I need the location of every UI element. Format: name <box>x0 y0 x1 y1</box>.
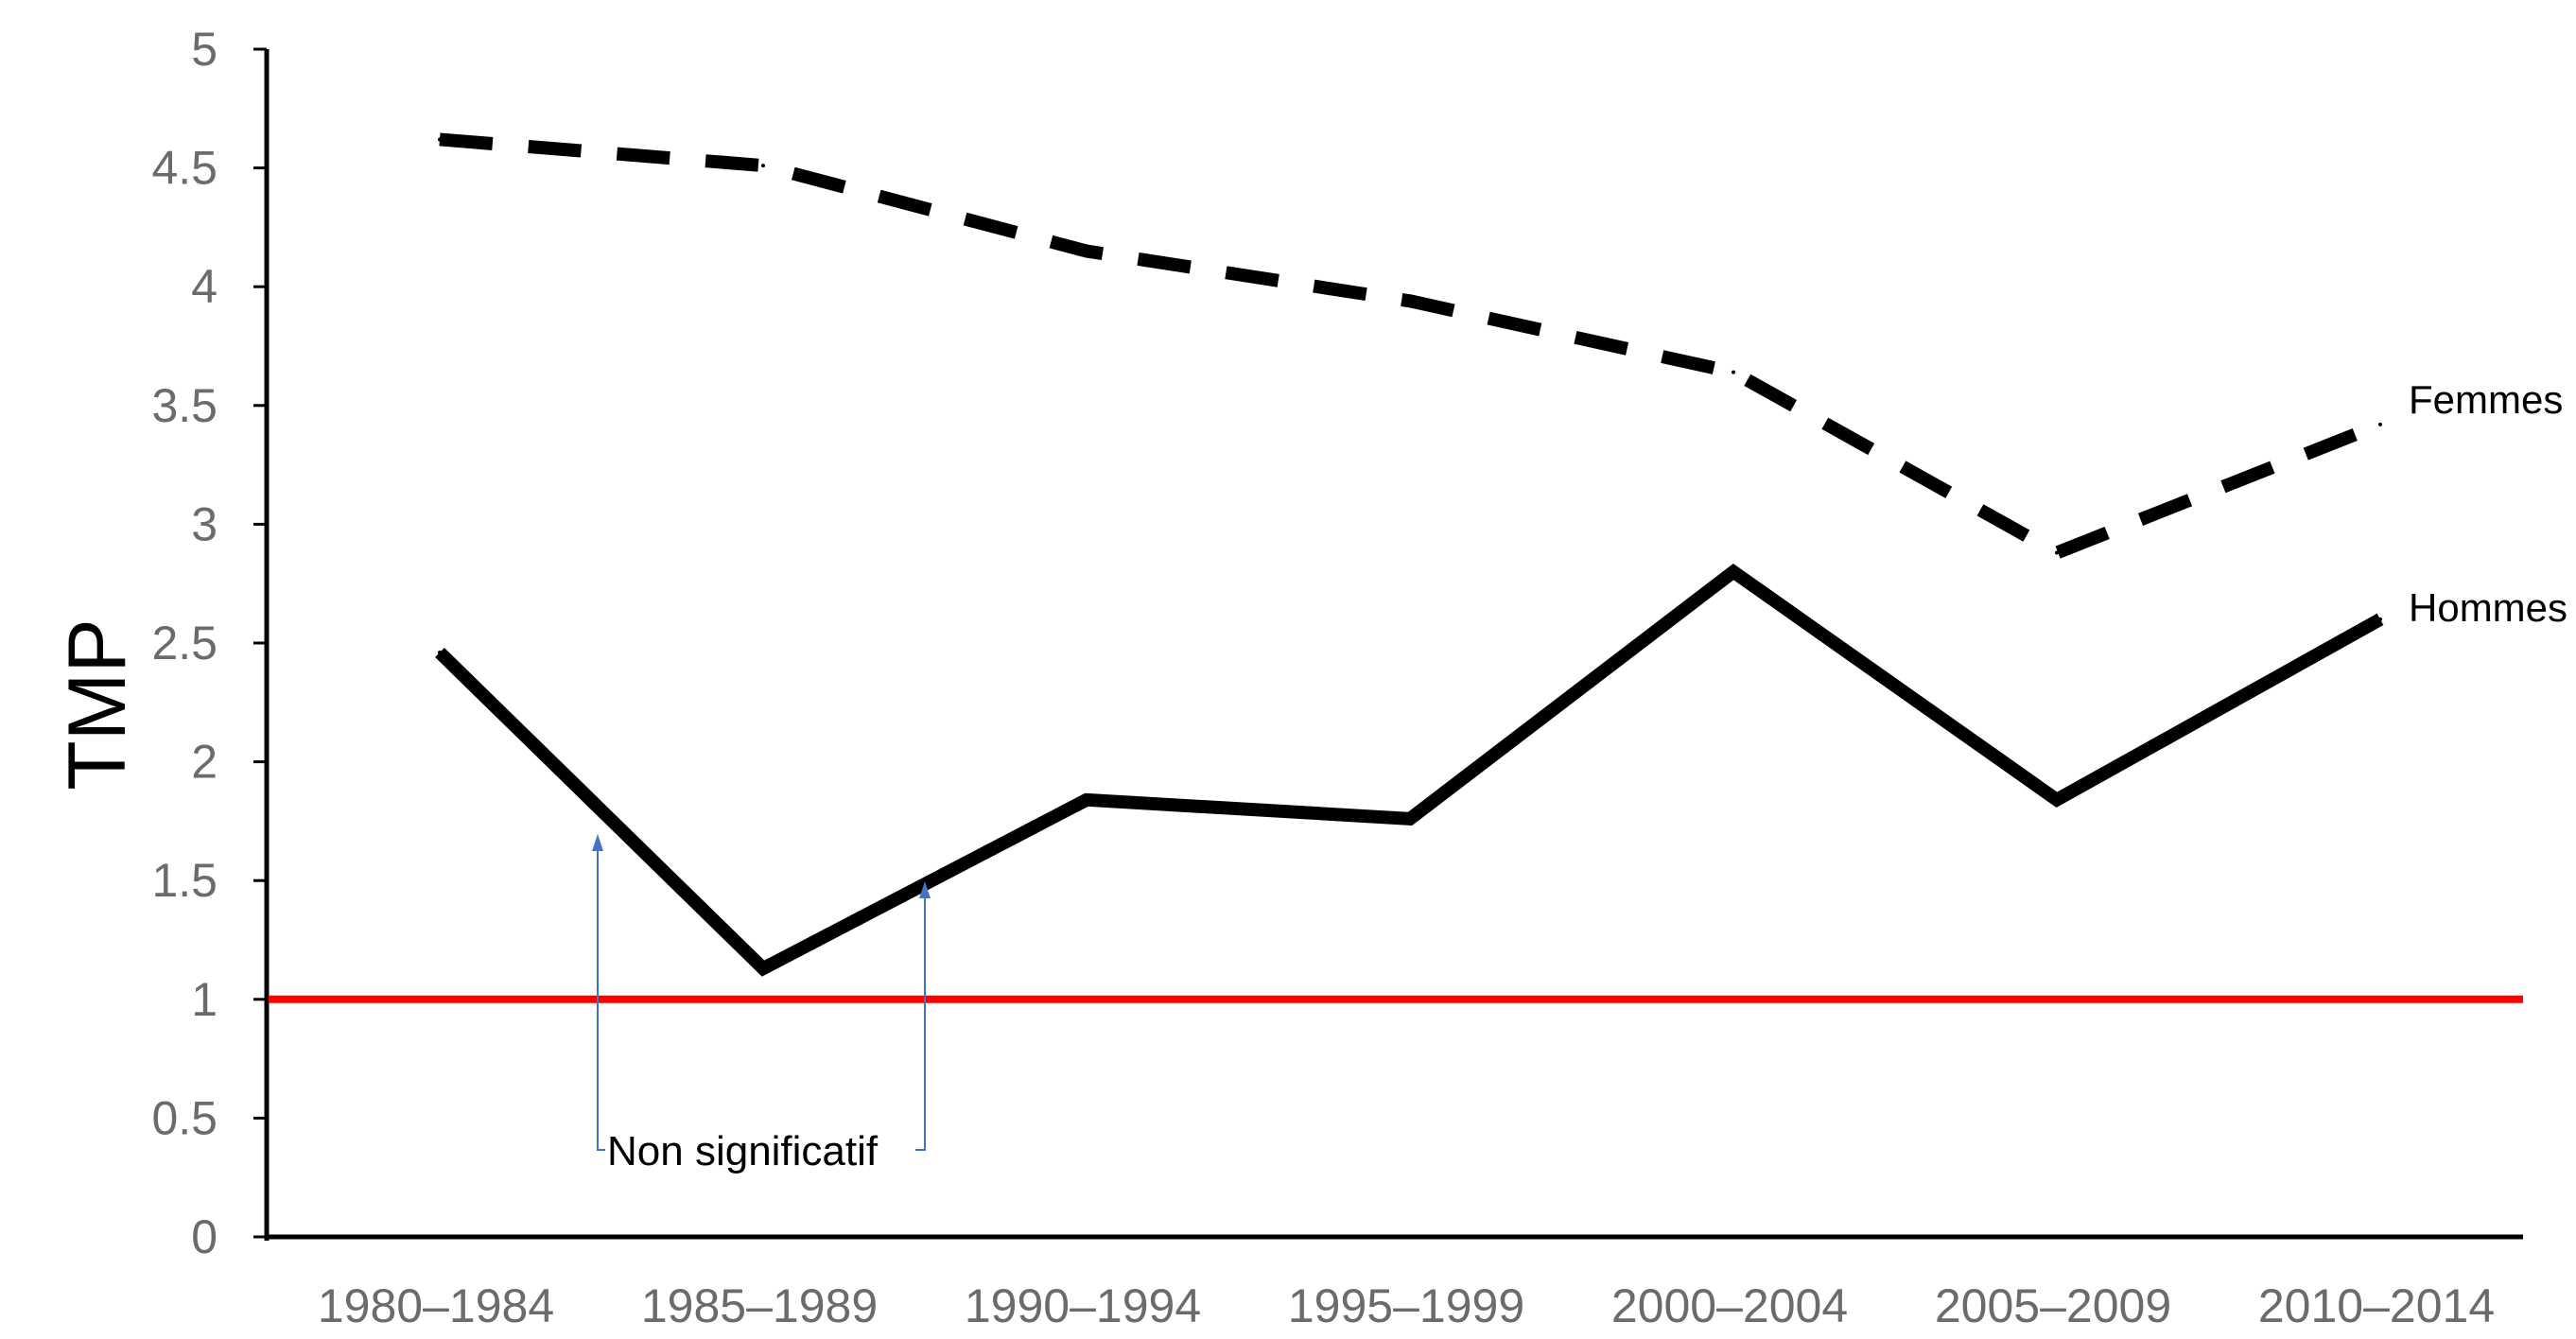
x-tick-label: 1995–1999 <box>1288 1279 1524 1332</box>
series-line-femmes <box>439 132 2383 560</box>
y-tick-label: 2 <box>191 736 218 789</box>
data-point <box>1732 370 1735 374</box>
y-tick-label: 1.5 <box>151 854 218 907</box>
x-tick-label: 1985–1989 <box>641 1279 878 1332</box>
data-point <box>2055 550 2059 555</box>
y-tick-label: 5 <box>191 23 218 76</box>
data-point <box>761 164 765 168</box>
series-label-hommes: Hommes <box>2409 585 2567 630</box>
y-tick-label: 0 <box>191 1210 218 1263</box>
data-point <box>1732 569 1735 574</box>
data-point <box>1085 797 1088 802</box>
annotation-label: Non significatif <box>607 1128 879 1174</box>
series-label-femmes: Femmes <box>2409 377 2563 422</box>
x-tick-label: 1990–1994 <box>965 1279 1201 1332</box>
annotation-arrowhead <box>592 834 603 851</box>
x-tick-label: 2010–2014 <box>2258 1279 2495 1332</box>
data-point <box>1085 249 1088 253</box>
data-point <box>438 651 442 655</box>
series-layer: Femmes Hommes <box>269 132 2567 1003</box>
data-point <box>1408 299 1412 304</box>
x-tick-label: 2005–2009 <box>1935 1279 2171 1332</box>
data-point <box>761 966 765 971</box>
data-point <box>2378 422 2382 426</box>
data-point <box>438 137 442 142</box>
y-tick-label: 0.5 <box>151 1091 218 1144</box>
y-tick-label: 3 <box>191 497 218 550</box>
x-tick-label: 2000–2004 <box>1611 1279 1848 1332</box>
y-tick-label: 1 <box>191 973 218 1026</box>
data-point <box>2378 617 2382 621</box>
annotation-arrow <box>915 890 926 1151</box>
y-axis-title: TMP <box>52 618 143 791</box>
series-line-hommes <box>435 563 2384 977</box>
annotation-layer: Non significatif <box>592 834 931 1174</box>
y-tick-label: 3.5 <box>151 379 218 432</box>
y-tick-label: 2.5 <box>151 617 218 670</box>
data-point <box>2055 797 2059 802</box>
annotation-arrowhead <box>919 881 931 898</box>
data-point <box>1408 816 1412 821</box>
y-tick-label: 4 <box>191 260 218 313</box>
x-tick-label: 1980–1984 <box>318 1279 554 1332</box>
x-axis: 1980–1984 1985–1989 1990–1994 1995–1999 2000… <box>265 1234 2523 1332</box>
annotation-arrow <box>597 843 605 1151</box>
y-tick-label: 4.5 <box>151 142 218 195</box>
y-axis: 0 0.5 1 1.5 2 2.5 3 3.5 4 4.5 5 <box>151 23 270 1263</box>
